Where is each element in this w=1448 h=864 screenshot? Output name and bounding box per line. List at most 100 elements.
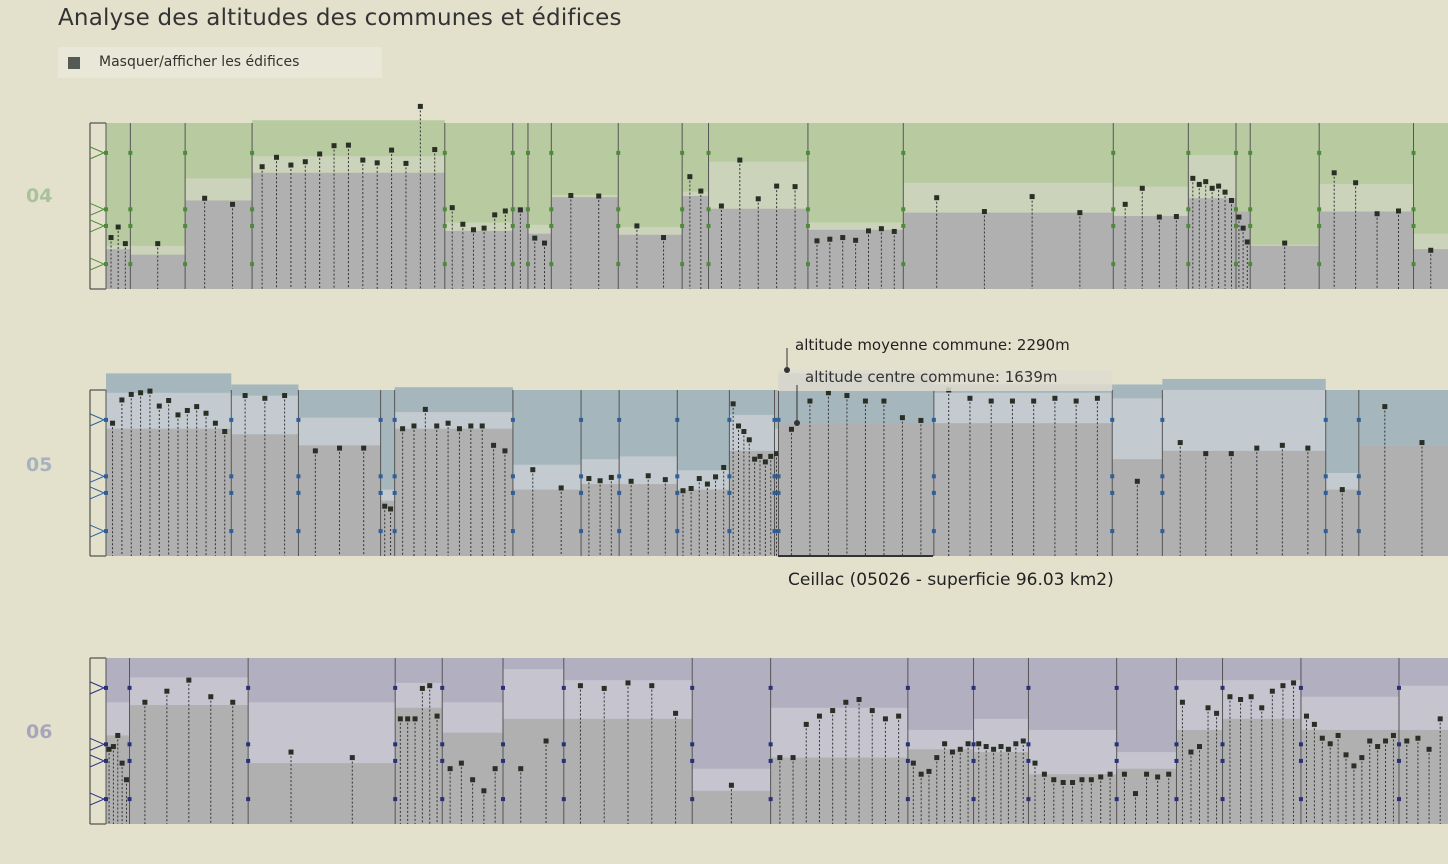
- edge-marker: [1186, 262, 1191, 267]
- commune-04-10[interactable]: [706, 123, 808, 289]
- commune-05-12[interactable]: [931, 384, 1113, 556]
- building-point: [1070, 780, 1076, 785]
- page-title: Analyse des altitudes des communes et éd…: [58, 5, 622, 31]
- building-point: [502, 208, 508, 214]
- edge-marker: [1248, 207, 1253, 212]
- commune-06-1[interactable]: [127, 658, 249, 824]
- edge-marker: [971, 685, 976, 690]
- building-point: [1404, 738, 1410, 744]
- commune-05-3[interactable]: [378, 390, 395, 556]
- commune-05-13[interactable]: [1110, 384, 1163, 556]
- commune-04-14[interactable]: [1186, 123, 1236, 289]
- commune-04-15[interactable]: [1233, 123, 1251, 289]
- commune-06-2[interactable]: [246, 658, 396, 824]
- building-point: [405, 716, 411, 722]
- commune-06-15[interactable]: [1298, 658, 1399, 824]
- commune-06-14[interactable]: [1220, 658, 1301, 824]
- building-point: [788, 426, 794, 432]
- tooltip-center-background: [778, 370, 1112, 391]
- building-point: [1327, 741, 1333, 747]
- edge-marker: [905, 758, 910, 763]
- edge-marker: [510, 474, 515, 479]
- commune-06-12[interactable]: [1114, 658, 1177, 824]
- commune-05-16[interactable]: [1356, 390, 1448, 556]
- commune-06-7[interactable]: [690, 658, 771, 824]
- commune-04-2[interactable]: [183, 123, 253, 289]
- edge-marker: [616, 207, 621, 212]
- building-point: [481, 788, 487, 794]
- commune-04-4[interactable]: [442, 123, 513, 289]
- commune-04-16[interactable]: [1248, 123, 1320, 289]
- commune-05-2[interactable]: [296, 390, 381, 556]
- building-point: [662, 477, 668, 483]
- commune-06-16[interactable]: [1396, 658, 1448, 824]
- commune-06-9[interactable]: [905, 658, 974, 824]
- axis-arrow-icon: [89, 146, 106, 160]
- building-point: [202, 195, 208, 201]
- building-point: [910, 760, 916, 766]
- commune-06-3[interactable]: [393, 658, 443, 824]
- edge-marker: [246, 685, 251, 690]
- edge-marker: [104, 417, 108, 422]
- toggle-buildings-button[interactable]: Masquer/afficher les édifices: [58, 47, 382, 78]
- edge-marker: [617, 417, 622, 422]
- commune-05-14[interactable]: [1160, 378, 1326, 556]
- commune-06-6[interactable]: [561, 658, 693, 824]
- edge-marker: [905, 797, 910, 802]
- axis-arrow-icon: [89, 486, 106, 500]
- commune-05-7[interactable]: [617, 390, 678, 556]
- commune-04-7[interactable]: [549, 123, 619, 289]
- commune-05-6[interactable]: [579, 390, 620, 556]
- commune-04-18[interactable]: [1411, 123, 1448, 289]
- building-point: [374, 160, 380, 166]
- commune-06-4[interactable]: [440, 658, 504, 824]
- commune-04-13[interactable]: [1111, 123, 1189, 289]
- commune-05-4[interactable]: [392, 387, 513, 556]
- commune-06-8[interactable]: [768, 658, 908, 824]
- commune-06-0[interactable]: [104, 658, 130, 824]
- commune-05-1[interactable]: [229, 384, 299, 556]
- commune-center-bar: [618, 234, 683, 289]
- commune-04-8[interactable]: [616, 123, 683, 289]
- commune-04-5[interactable]: [510, 123, 528, 289]
- building-point: [1177, 440, 1183, 446]
- axis-arrow-icon: [89, 792, 106, 806]
- commune-04-11[interactable]: [805, 123, 904, 289]
- commune-05-11[interactable]: [776, 373, 934, 556]
- checkbox-icon[interactable]: [68, 57, 80, 69]
- commune-05-5[interactable]: [510, 390, 582, 556]
- edge-marker: [727, 417, 732, 422]
- commune-05-0[interactable]: [104, 373, 232, 556]
- building-point: [119, 760, 125, 766]
- edge-marker: [1220, 797, 1225, 802]
- commune-04-17[interactable]: [1317, 123, 1414, 289]
- commune-04-3[interactable]: [250, 103, 445, 289]
- building-point: [361, 445, 367, 451]
- building-point: [730, 401, 736, 407]
- building-point: [634, 223, 640, 229]
- commune-04-1[interactable]: [128, 123, 186, 289]
- commune-04-9[interactable]: [680, 123, 709, 289]
- building-point: [596, 193, 602, 199]
- edge-marker: [905, 685, 910, 690]
- building-point: [718, 203, 724, 209]
- commune-06-5[interactable]: [501, 658, 564, 824]
- axis-arrow-icon: [89, 524, 106, 538]
- building-point: [447, 766, 453, 772]
- commune-05-15[interactable]: [1323, 390, 1359, 556]
- edge-marker: [392, 474, 397, 479]
- commune-06-13[interactable]: [1174, 658, 1223, 824]
- building-point: [230, 201, 236, 207]
- commune-04-6[interactable]: [525, 123, 552, 289]
- building-point: [262, 395, 268, 401]
- edge-marker: [378, 529, 383, 534]
- commune-05-8[interactable]: [675, 390, 730, 556]
- building-point: [274, 154, 280, 160]
- building-point: [803, 721, 809, 727]
- commune-04-12[interactable]: [901, 123, 1114, 289]
- commune-04-0[interactable]: [104, 123, 131, 289]
- commune-05-10[interactable]: [772, 390, 779, 556]
- commune-06-11[interactable]: [1026, 658, 1117, 824]
- commune-05-9[interactable]: [727, 390, 775, 556]
- commune-06-10[interactable]: [971, 658, 1029, 824]
